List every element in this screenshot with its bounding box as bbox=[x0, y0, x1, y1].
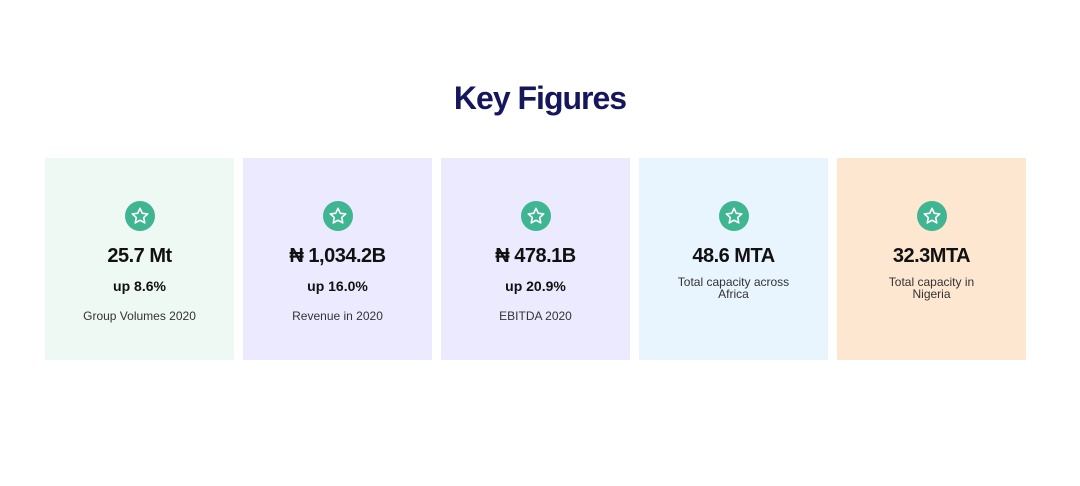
figure-label: Total capacity across Africa bbox=[677, 275, 790, 301]
figure-value: ₦ 1,034.2B bbox=[289, 245, 386, 267]
figure-change: up 16.0% bbox=[307, 278, 368, 294]
key-figure-card-group-volumes: 25.7 Mt up 8.6% Group Volumes 2020 bbox=[45, 158, 234, 360]
figure-value: 32.3MTA bbox=[892, 245, 971, 267]
star-icon bbox=[718, 201, 749, 231]
section-title: Key Figures bbox=[453, 80, 627, 116]
key-figure-card-africa-capacity: 48.6 MTA Total capacity across Africa bbox=[639, 158, 828, 360]
figure-label: Revenue in 2020 bbox=[292, 309, 383, 323]
figure-change: up 20.9% bbox=[505, 278, 566, 294]
figure-value: 48.6 MTA bbox=[692, 245, 775, 267]
figure-label: EBITDA 2020 bbox=[499, 309, 572, 323]
figure-change: up 8.6% bbox=[113, 278, 166, 294]
figure-label: Group Volumes 2020 bbox=[83, 309, 196, 323]
star-icon bbox=[520, 201, 551, 231]
figure-label: Total capacity in Nigeria bbox=[888, 275, 975, 301]
figure-value: ₦ 478.1B bbox=[495, 245, 576, 267]
key-figures-cards: 25.7 Mt up 8.6% Group Volumes 2020 ₦ 1,0… bbox=[45, 158, 1026, 360]
star-icon bbox=[322, 201, 353, 231]
star-icon bbox=[124, 201, 155, 231]
key-figure-card-ebitda: ₦ 478.1B up 20.9% EBITDA 2020 bbox=[441, 158, 630, 360]
figure-value: 25.7 Mt bbox=[107, 245, 172, 267]
star-icon bbox=[916, 201, 947, 231]
key-figure-card-nigeria-capacity: 32.3MTA Total capacity in Nigeria bbox=[837, 158, 1026, 360]
key-figure-card-revenue: ₦ 1,034.2B up 16.0% Revenue in 2020 bbox=[243, 158, 432, 360]
